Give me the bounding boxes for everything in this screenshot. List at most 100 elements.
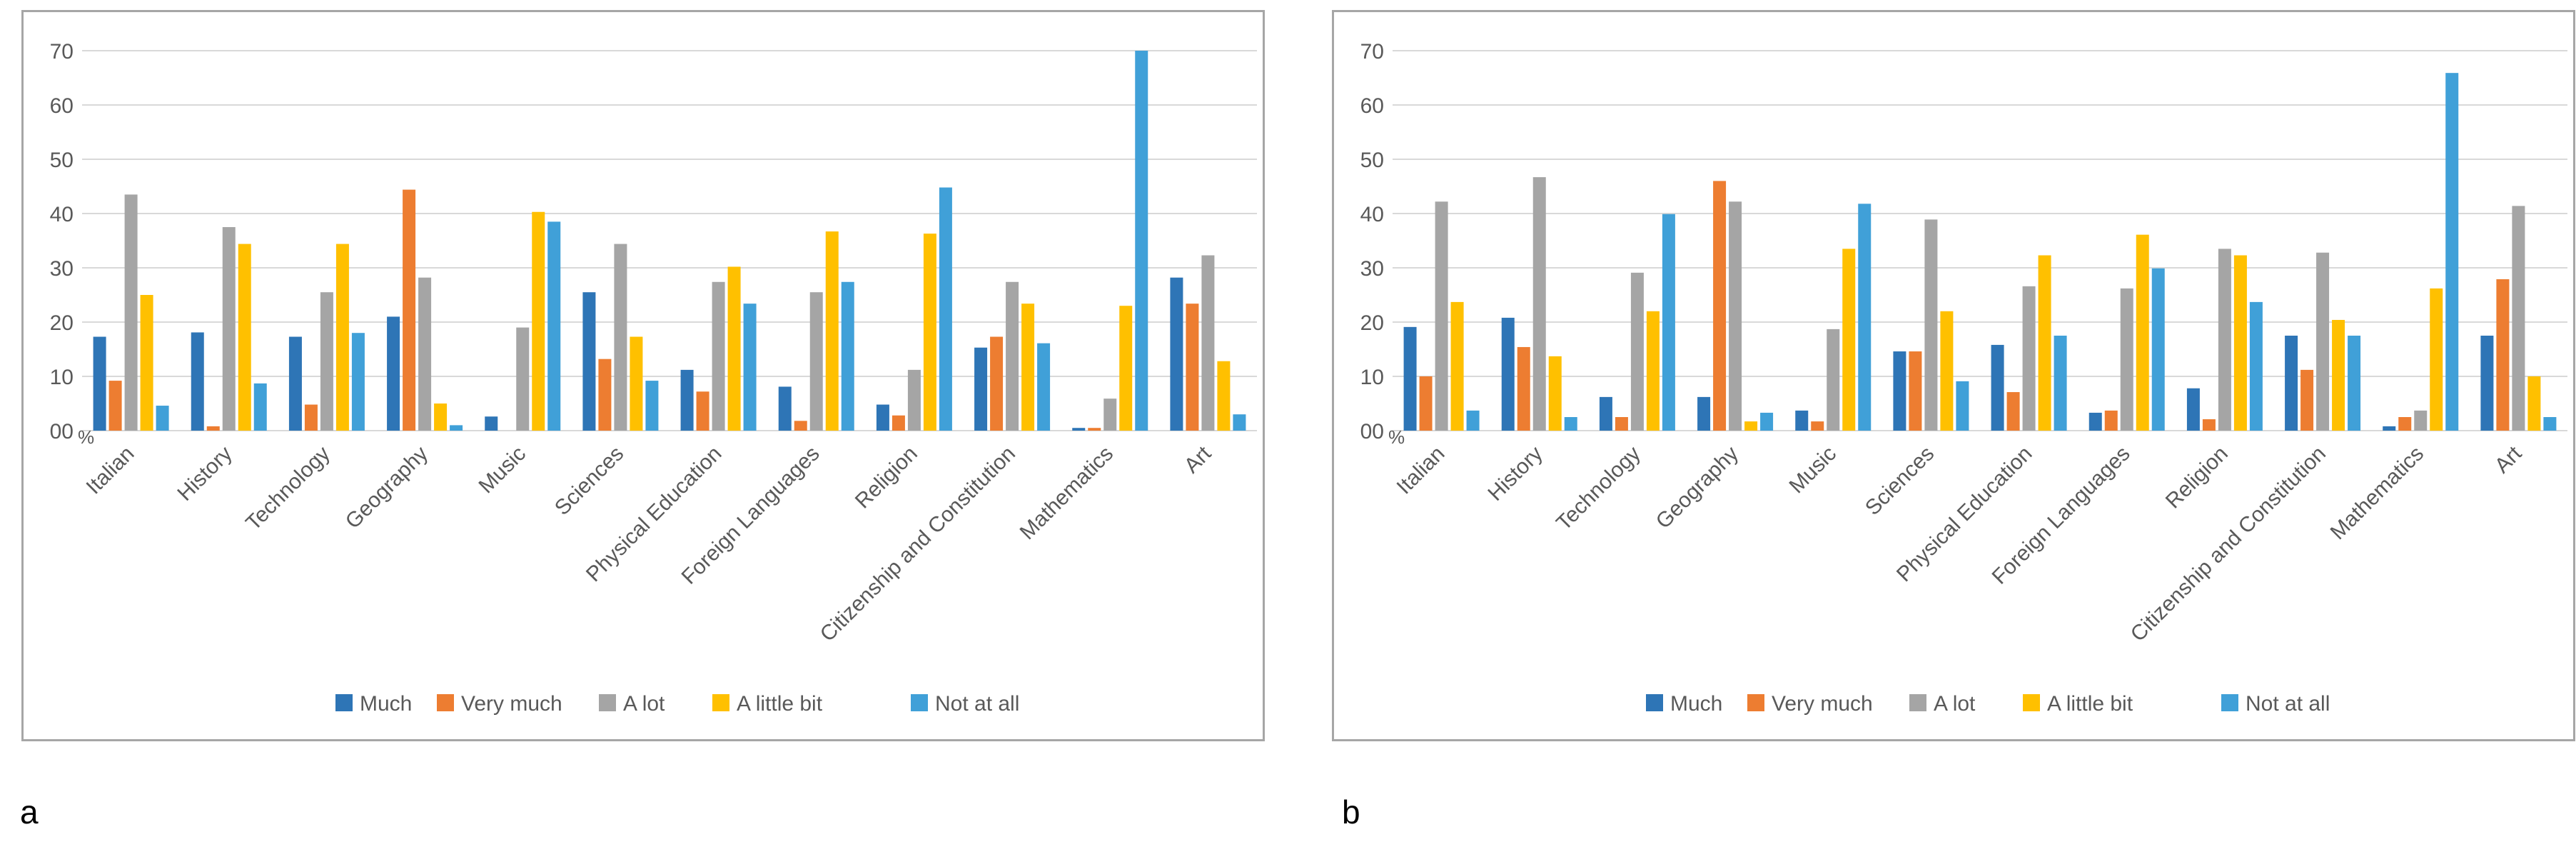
- y-tick-label: 60: [1360, 94, 1384, 118]
- x-tick-label: Sciences: [1861, 442, 1939, 520]
- bar-a-lot-citizenship-and-constitution: [2316, 252, 2330, 431]
- x-tick-label: Citizenship and Constitution: [816, 442, 1020, 646]
- bar-much-italian: [1403, 326, 1417, 431]
- x-tick-label: Geography: [1652, 442, 1743, 533]
- bar-much-citizenship-and-constitution: [2285, 336, 2298, 431]
- bar-much-technology: [1599, 396, 1612, 431]
- bar-very-much-sciences: [1909, 351, 1922, 431]
- bar-a-little-bit-technology: [335, 244, 349, 431]
- x-tick-label: Mathematics: [1016, 442, 1118, 545]
- bar-not-at-all-technology: [351, 333, 365, 431]
- y-unit-label: %: [78, 426, 94, 448]
- bar-not-at-all-physical-education: [743, 304, 757, 431]
- bar-not-at-all-sciences: [1956, 381, 1969, 431]
- bar-very-much-art: [2496, 279, 2510, 431]
- bar-very-much-art: [1186, 304, 1199, 431]
- bar-not-at-all-art: [1233, 414, 1246, 431]
- legend-label-a-little-bit: A little bit: [2047, 692, 2133, 716]
- bar-very-much-physical-education: [696, 391, 709, 431]
- bar-very-much-history: [206, 426, 220, 431]
- bar-very-much-foreign-languages: [2104, 410, 2118, 431]
- y-unit-label: %: [1388, 426, 1405, 448]
- bar-a-lot-mathematics: [2414, 410, 2428, 431]
- bar-not-at-all-citizenship-and-constitution: [1037, 343, 1051, 431]
- bar-much-italian: [93, 336, 106, 431]
- bar-a-little-bit-citizenship-and-constitution: [2332, 319, 2345, 431]
- bar-much-art: [2480, 336, 2494, 431]
- bar-chart-a: 00 10 20 30 40 50 60 70%Italian History Technolog…: [50, 40, 1257, 716]
- bar-much-sciences: [1893, 351, 1906, 431]
- bar-a-lot-religion: [2218, 249, 2231, 431]
- y-tick-label: 00: [1360, 420, 1384, 443]
- bar-much-physical-education: [1991, 344, 2004, 431]
- bar-very-much-geography: [403, 189, 416, 431]
- bar-a-lot-sciences: [614, 244, 627, 431]
- bar-a-little-bit-italian: [1450, 301, 1464, 431]
- legend-swatch-much: [335, 694, 353, 711]
- y-tick-label: 70: [1360, 40, 1384, 64]
- bar-not-at-all-mathematics: [2445, 73, 2459, 431]
- x-tick-label: Music: [1784, 442, 1841, 498]
- x-tick-label: Music: [474, 442, 530, 498]
- bar-much-history: [1501, 317, 1515, 431]
- bar-very-much-geography: [1713, 181, 1727, 431]
- y-tick-label: 20: [50, 311, 74, 335]
- bar-a-lot-history: [1532, 177, 1546, 431]
- bar-a-lot-art: [1201, 255, 1215, 431]
- y-tick-label: 30: [50, 257, 74, 281]
- bar-not-at-all-music: [547, 221, 561, 431]
- bar-much-music: [485, 416, 498, 431]
- x-tick-label: Religion: [851, 442, 922, 513]
- x-tick-label: Italian: [1393, 442, 1450, 499]
- bar-much-foreign-languages: [778, 386, 792, 431]
- bar-a-little-bit-history: [238, 244, 251, 431]
- legend-swatch-not-at-all: [2221, 694, 2238, 711]
- bar-much-technology: [288, 336, 302, 431]
- bar-a-lot-foreign-languages: [809, 292, 823, 431]
- bar-very-much-citizenship-and-constitution: [2300, 369, 2314, 431]
- bar-not-at-all-art: [2543, 417, 2557, 431]
- bar-chart-b: 00 10 20 30 40 50 60 70%Italian History Technolog…: [1360, 40, 2567, 716]
- bar-a-lot-religion: [907, 369, 921, 431]
- bar-a-little-bit-mathematics: [1119, 306, 1133, 431]
- y-tick-label: 20: [1360, 311, 1384, 335]
- x-tick-label: Mathematics: [2326, 442, 2429, 545]
- bar-much-sciences: [582, 292, 596, 431]
- bar-a-lot-technology: [1630, 272, 1644, 431]
- bar-not-at-all-music: [1858, 204, 1872, 431]
- bar-a-lot-technology: [320, 292, 333, 431]
- bar-very-much-italian: [1419, 376, 1433, 431]
- bar-much-mathematics: [1072, 428, 1086, 431]
- legend-swatch-a-little-bit: [712, 694, 729, 711]
- bar-a-little-bit-religion: [2233, 255, 2247, 431]
- bar-much-religion: [2186, 388, 2200, 431]
- bar-very-much-physical-education: [2006, 392, 2020, 431]
- bar-much-music: [1795, 410, 1809, 431]
- bar-not-at-all-geography: [450, 425, 463, 431]
- y-tick-label: 00: [50, 420, 74, 443]
- bar-not-at-all-italian: [1466, 410, 1480, 431]
- legend-label-much: Much: [360, 692, 412, 716]
- panel-label-b: b: [1342, 793, 1360, 831]
- bar-a-lot-sciences: [1924, 219, 1938, 431]
- x-tick-label: Citizenship and Constitution: [2126, 442, 2330, 646]
- x-tick-label: Art: [1180, 441, 1216, 478]
- legend-label-a-little-bit: A little bit: [737, 692, 823, 716]
- x-tick-label: Technology: [1552, 442, 1645, 536]
- legend-swatch-a-lot: [599, 694, 616, 711]
- bar-not-at-all-technology: [1662, 214, 1675, 431]
- bar-a-lot-history: [222, 227, 236, 431]
- bar-a-lot-italian: [124, 194, 138, 431]
- bar-not-at-all-religion: [2249, 301, 2263, 431]
- legend-label-very-much: Very much: [1772, 692, 1873, 716]
- bar-a-little-bit-history: [1548, 356, 1562, 431]
- bar-not-at-all-italian: [156, 406, 169, 431]
- legend-swatch-very-much: [1747, 694, 1764, 711]
- bar-very-much-religion: [2202, 419, 2216, 431]
- bar-a-lot-physical-education: [712, 281, 725, 431]
- bar-a-lot-physical-education: [2022, 286, 2036, 431]
- bar-a-little-bit-physical-education: [2038, 255, 2051, 431]
- bar-much-geography: [1697, 396, 1711, 431]
- bar-not-at-all-history: [253, 383, 267, 431]
- bar-much-art: [1170, 277, 1183, 431]
